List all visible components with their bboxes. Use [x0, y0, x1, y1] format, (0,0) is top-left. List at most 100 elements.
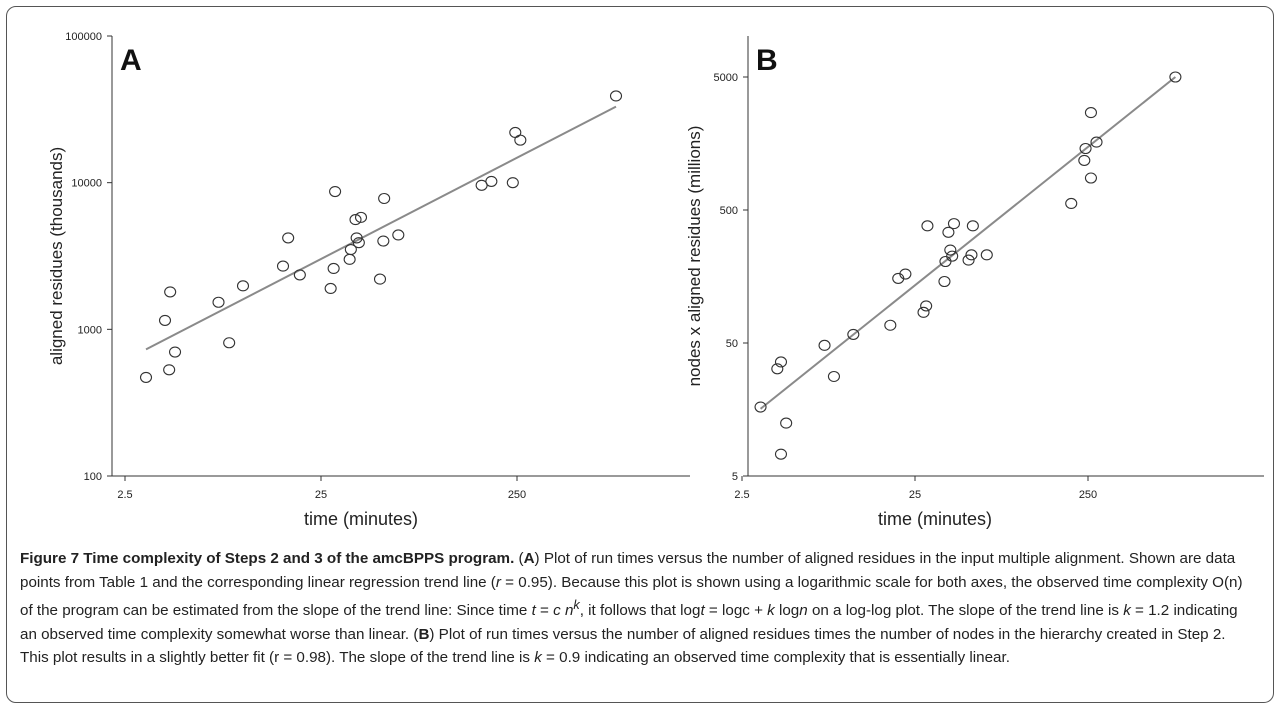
data-point [139, 371, 153, 383]
data-point [774, 356, 788, 368]
caption-var: n [799, 602, 808, 620]
data-point [158, 314, 172, 326]
data-point [818, 339, 831, 351]
x-tick-label: 2.5 [734, 489, 749, 501]
caption-text: = 0.9 indicating an observed time comple… [541, 649, 1010, 667]
y-axis-label: nodes x aligned residues (millions) [685, 126, 704, 387]
data-point [350, 232, 363, 244]
caption-var: r [495, 573, 501, 591]
data-point [884, 319, 897, 331]
y-axis-label: aligned residues (thousands) [47, 147, 66, 365]
caption-var: k [1123, 602, 1131, 620]
data-point [921, 220, 934, 232]
data-point [942, 226, 955, 238]
data-point [774, 448, 788, 460]
data-point [354, 211, 368, 223]
data-point [373, 273, 387, 285]
y-tick-label: 1000 [78, 324, 102, 336]
data-point [282, 232, 295, 244]
panel-label: A [120, 44, 142, 77]
data-point [920, 300, 933, 312]
data-point [293, 269, 306, 281]
data-point [377, 235, 390, 247]
y-tick-label: 5 [732, 471, 738, 483]
x-tick-label: 2.5 [117, 489, 132, 501]
data-point [168, 346, 182, 358]
data-point [329, 185, 342, 198]
x-tick-label: 250 [1079, 489, 1097, 501]
trend-line [145, 105, 617, 351]
data-point [1065, 197, 1078, 210]
data-point [947, 218, 961, 230]
data-point [1079, 142, 1092, 155]
caption-var: t [531, 602, 536, 620]
data-point [899, 268, 912, 280]
data-point [1090, 136, 1103, 148]
data-point [378, 192, 391, 205]
data-point [163, 364, 176, 376]
data-point [847, 328, 860, 340]
caption-var: k [573, 598, 580, 613]
data-point [506, 177, 519, 189]
x-tick-label: 25 [909, 489, 921, 501]
x-axis-label: time (minutes) [878, 509, 992, 529]
caption-text: = [535, 602, 554, 620]
data-point [1169, 71, 1182, 83]
data-point [917, 306, 930, 318]
data-point [946, 250, 959, 262]
data-point [344, 243, 357, 256]
trend-line [759, 76, 1177, 410]
data-point [327, 262, 340, 275]
data-point [352, 237, 365, 249]
caption-text: = logc + [704, 602, 768, 620]
data-point [164, 286, 177, 298]
data-point [962, 254, 975, 266]
data-point [343, 253, 356, 265]
y-tick-label: 100000 [65, 31, 102, 43]
y-tick-label: 500 [720, 205, 738, 217]
data-point [938, 275, 951, 288]
data-point [609, 90, 623, 102]
y-tick-label: 10000 [71, 178, 102, 190]
data-point [349, 214, 362, 226]
caption-text: = 0.95). Because this plot is shown usin… [20, 573, 1243, 620]
caption-var: n [560, 602, 574, 620]
caption-var: k [534, 649, 542, 667]
data-point [324, 282, 337, 294]
caption-panel-ref: A [523, 550, 535, 567]
caption-text: , it follows that log [579, 602, 701, 620]
figure-caption: Figure 7 Time complexity of Steps 2 and … [20, 547, 1255, 670]
y-tick-label: 5000 [714, 72, 738, 84]
y-tick-label: 50 [726, 338, 738, 350]
data-point [966, 220, 979, 232]
data-point [236, 280, 250, 292]
caption-var: c [553, 602, 561, 620]
figure-frame [6, 6, 1274, 703]
data-point [771, 363, 784, 375]
caption-text: = 1.2 indicating an observed time comple… [20, 602, 1238, 643]
x-axis-label: time (minutes) [304, 509, 418, 529]
data-point [392, 229, 405, 241]
data-point [980, 249, 993, 261]
data-point [1084, 172, 1097, 184]
data-point [780, 417, 793, 429]
x-tick-label: 25 [315, 489, 327, 501]
caption-var: k [767, 602, 775, 620]
caption-text: ( [514, 550, 524, 567]
y-tick-label: 100 [84, 471, 102, 483]
caption-text: log [774, 602, 800, 620]
data-point [754, 401, 767, 413]
data-point [944, 244, 957, 256]
caption-panel-ref: B [418, 625, 430, 643]
caption-text: on a log-log plot. The slope of the tren… [807, 602, 1124, 620]
data-point [1078, 154, 1091, 166]
x-tick-label: 250 [508, 489, 526, 501]
panel-label: B [756, 44, 778, 77]
data-point [509, 126, 522, 138]
data-point [276, 260, 290, 272]
data-point [485, 175, 498, 187]
data-point [223, 337, 236, 349]
